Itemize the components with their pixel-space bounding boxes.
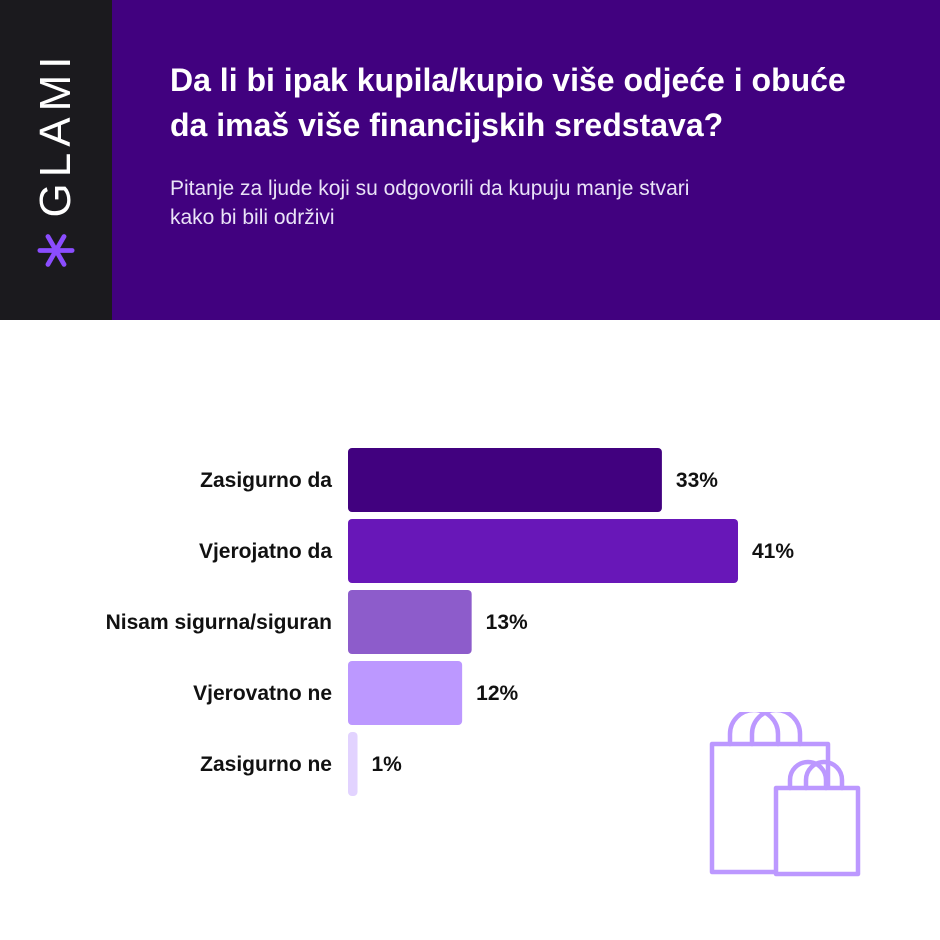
category-label: Vjerovatno ne — [193, 682, 332, 705]
bar-5 — [348, 732, 358, 796]
category-label: Vjerojatno da — [199, 540, 332, 563]
bar-4 — [348, 661, 463, 725]
bar-3 — [348, 590, 472, 654]
asterisk-icon — [37, 234, 75, 267]
brand-name: GLAMI — [31, 50, 80, 218]
category-label: Zasigurno da — [200, 469, 332, 492]
bar-chart: Zasigurno da 33% Vjerojatno da 41% Nisam sig… — [106, 448, 794, 796]
value-label: 41% — [752, 540, 794, 563]
value-label: 33% — [676, 469, 718, 492]
value-label: 13% — [486, 611, 528, 634]
header-banner: Da li bi ipak kupila/kupio više odjeće i… — [112, 0, 940, 320]
value-label: 12% — [476, 682, 518, 705]
bar-1 — [348, 448, 662, 512]
category-label: Zasigurno ne — [200, 753, 332, 776]
page-title: Da li bi ipak kupila/kupio više odjeće i… — [170, 62, 846, 143]
page-subtitle: Pitanje za ljude koji su odgovorili da k… — [170, 177, 690, 229]
category-label: Nisam sigurna/siguran — [106, 611, 332, 634]
bar-2 — [348, 519, 738, 583]
brand-sidebar: GLAMI — [0, 0, 112, 320]
value-label: 1% — [372, 753, 403, 776]
glami-logo[interactable]: GLAMI — [31, 50, 80, 270]
shopping-bags-icon — [709, 712, 861, 877]
